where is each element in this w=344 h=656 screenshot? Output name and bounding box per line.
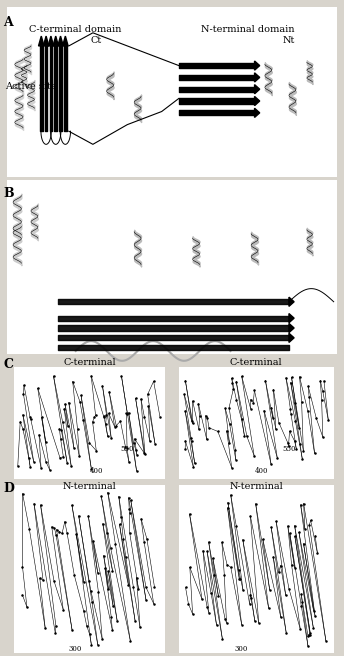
Text: Nt: Nt: [283, 36, 295, 45]
Polygon shape: [48, 36, 54, 46]
Text: 550: 550: [120, 445, 134, 453]
Text: Ct: Ct: [91, 36, 102, 45]
Polygon shape: [289, 333, 294, 342]
Polygon shape: [58, 36, 63, 46]
Text: C-terminal: C-terminal: [63, 358, 116, 367]
Polygon shape: [289, 323, 294, 333]
FancyBboxPatch shape: [7, 180, 337, 354]
Polygon shape: [53, 36, 58, 46]
Text: C-terminal domain: C-terminal domain: [30, 25, 122, 34]
Polygon shape: [289, 314, 294, 323]
Polygon shape: [255, 61, 260, 70]
Polygon shape: [43, 36, 49, 46]
Text: Active site: Active site: [5, 82, 57, 91]
Text: 300: 300: [69, 646, 82, 653]
Text: 400: 400: [255, 467, 268, 475]
Polygon shape: [289, 297, 294, 306]
FancyBboxPatch shape: [14, 367, 165, 479]
Text: C-terminal: C-terminal: [230, 358, 282, 367]
FancyBboxPatch shape: [7, 7, 337, 177]
Polygon shape: [255, 85, 260, 94]
Text: 400: 400: [89, 467, 103, 475]
Text: A: A: [3, 16, 13, 30]
Text: N-terminal: N-terminal: [229, 482, 283, 491]
FancyBboxPatch shape: [179, 485, 334, 653]
Text: C: C: [3, 358, 13, 371]
FancyBboxPatch shape: [14, 485, 165, 653]
Polygon shape: [63, 36, 68, 46]
Text: B: B: [3, 187, 14, 200]
Polygon shape: [39, 36, 44, 46]
Text: N-terminal: N-terminal: [63, 482, 116, 491]
FancyBboxPatch shape: [179, 367, 334, 479]
Polygon shape: [255, 96, 260, 106]
Text: 300: 300: [234, 646, 247, 653]
Text: N-terminal domain: N-terminal domain: [201, 25, 294, 34]
Polygon shape: [255, 73, 260, 82]
Text: D: D: [3, 482, 14, 495]
Text: 550: 550: [282, 445, 296, 453]
Polygon shape: [255, 108, 260, 117]
